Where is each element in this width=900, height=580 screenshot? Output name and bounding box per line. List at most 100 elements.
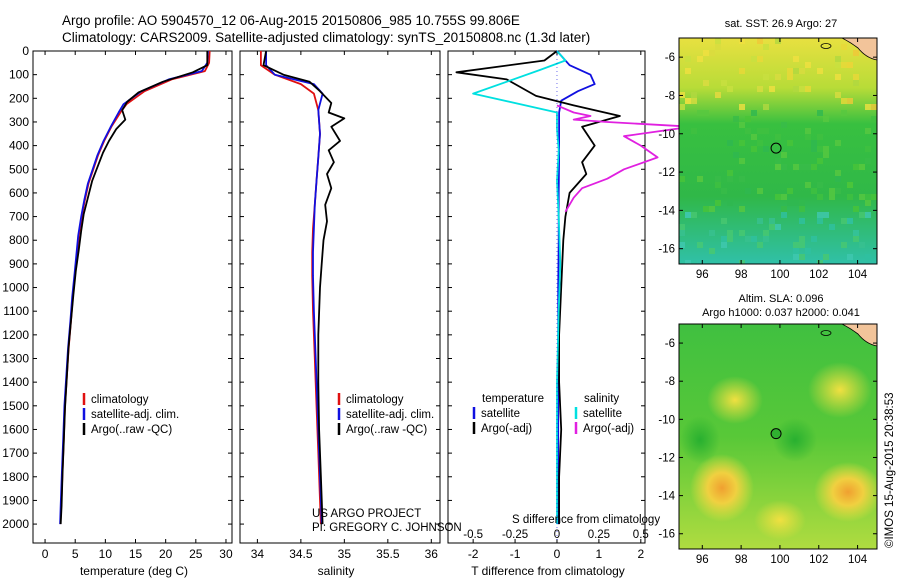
sla-blob xyxy=(814,462,877,522)
sst-pixel xyxy=(679,176,685,182)
sst-pixel xyxy=(847,98,853,104)
difference-tick-label: 0 xyxy=(554,547,561,561)
temperature-tick-label: 10 xyxy=(99,547,113,561)
legend-label: satellite xyxy=(481,408,520,420)
sst-pixel xyxy=(805,182,811,188)
s-difference-tick-label: -0.5 xyxy=(463,529,483,541)
sst-pixel xyxy=(817,134,823,140)
sst-pixel xyxy=(679,224,685,230)
sla-map-profile-marker xyxy=(770,428,782,440)
difference-tick-label: 1 xyxy=(596,547,603,561)
sst-pixel xyxy=(841,98,847,104)
sst-pixel xyxy=(715,200,721,206)
s-difference-tick-label: 0.25 xyxy=(588,529,610,541)
map-lat-tick-label: -6 xyxy=(665,338,675,350)
depth-tick-label: 0 xyxy=(22,44,29,58)
sst-pixel xyxy=(823,116,829,122)
depth-tick-label: 900 xyxy=(9,257,29,271)
sst-pixel xyxy=(775,74,781,80)
sst-pixel xyxy=(727,140,733,146)
sst-pixel xyxy=(745,128,751,134)
sst-pixel xyxy=(697,110,703,116)
sst-pixel xyxy=(865,212,871,218)
sla-map-subtitle: Argo h1000: 0.037 h2000: 0.041 xyxy=(702,307,860,319)
temperature-plot-frame xyxy=(32,50,233,544)
s-difference-label: S difference from climatology xyxy=(512,514,660,526)
legend-label: Argo(-adj) xyxy=(481,423,532,435)
salinity-tick-label: 35 xyxy=(338,547,352,561)
sst-pixel xyxy=(859,212,865,218)
sst-pixel xyxy=(691,92,697,98)
sst-pixel xyxy=(727,236,733,242)
sst-pixel xyxy=(727,200,733,206)
sst-pixel xyxy=(811,188,817,194)
sst-pixel xyxy=(799,254,805,260)
sst-pixel xyxy=(835,170,841,176)
map-lat-tick-label: -8 xyxy=(665,376,675,388)
sst-pixel xyxy=(757,38,763,44)
sst-pixel xyxy=(853,206,859,212)
sst-pixel xyxy=(805,86,811,92)
sst-pixel xyxy=(685,98,691,104)
legend-label: satellite-adj. clim. xyxy=(91,409,179,421)
sst-pixel xyxy=(751,236,757,242)
sst-pixel xyxy=(715,38,721,44)
sst-pixel xyxy=(829,194,835,200)
sst-pixel xyxy=(865,104,871,110)
sst-pixel xyxy=(841,242,847,248)
sst-pixel xyxy=(853,236,859,242)
map-lat-tick-label: -10 xyxy=(658,129,675,141)
sst-pixel xyxy=(841,218,847,224)
temperature-tick-label: 30 xyxy=(219,547,233,561)
legend-heading: temperature xyxy=(482,393,544,405)
sst-pixel xyxy=(823,254,829,260)
sst-pixel xyxy=(841,44,847,50)
temperature-panel: 0100200300400500600700800900100011001200… xyxy=(2,44,233,578)
sst-pixel xyxy=(727,170,733,176)
sst-pixel xyxy=(787,140,793,146)
legend-heading: salinity xyxy=(584,393,619,405)
sst-pixel xyxy=(781,152,787,158)
map-lon-tick-label: 102 xyxy=(809,554,828,566)
sst-pixel xyxy=(739,158,745,164)
series-line-argo-raw-qc- xyxy=(262,50,346,525)
temperature-axis-label: temperature (deg C) xyxy=(80,564,188,578)
sst-pixel xyxy=(793,56,799,62)
map-lon-tick-label: 104 xyxy=(848,554,868,566)
sst-pixel xyxy=(685,56,691,62)
map-lon-tick-label: 100 xyxy=(770,269,789,281)
sst-pixel xyxy=(781,206,787,212)
sst-pixel xyxy=(865,146,871,152)
sst-pixel xyxy=(799,164,805,170)
depth-axis: 0 100 200 300 400 500 600 700 800 900 1000 1100 1200… xyxy=(2,44,232,531)
sst-pixel xyxy=(751,134,757,140)
salinity-depth-ticks xyxy=(240,50,440,525)
sst-pixel xyxy=(727,86,733,92)
sst-pixel xyxy=(853,164,859,170)
sst-pixel xyxy=(715,176,721,182)
sst-pixel xyxy=(757,242,763,248)
sst-pixel xyxy=(721,242,727,248)
legend-label: Argo(..raw -QC) xyxy=(91,424,172,436)
temperature-tick-label: 20 xyxy=(159,547,173,561)
sst-pixel xyxy=(709,230,715,236)
sst-pixel xyxy=(709,50,715,56)
sst-pixel xyxy=(757,86,763,92)
sla-map-title: Altim. SLA: 0.096 xyxy=(739,293,824,305)
sst-pixel xyxy=(751,146,757,152)
map-lon-tick-label: 96 xyxy=(696,554,709,566)
depth-tick-label: 1900 xyxy=(2,493,29,507)
sst-pixel xyxy=(679,104,685,110)
s-difference-tick-label: -0.25 xyxy=(502,529,528,541)
temperature-legend: climatology satellite-adj. clim. Argo(..ra… xyxy=(82,393,179,436)
sst-pixel xyxy=(865,254,871,260)
salinity-panel: 34 34.5 35 35.5 36 salinity climatology satel… xyxy=(239,50,462,578)
depth-tick-label: 700 xyxy=(9,210,29,224)
depth-tick-label: 800 xyxy=(9,233,29,247)
sst-pixel xyxy=(865,200,871,206)
sst-pixel xyxy=(721,236,727,242)
sst-pixel xyxy=(823,152,829,158)
sst-pixel xyxy=(763,230,769,236)
sst-pixel xyxy=(793,248,799,254)
